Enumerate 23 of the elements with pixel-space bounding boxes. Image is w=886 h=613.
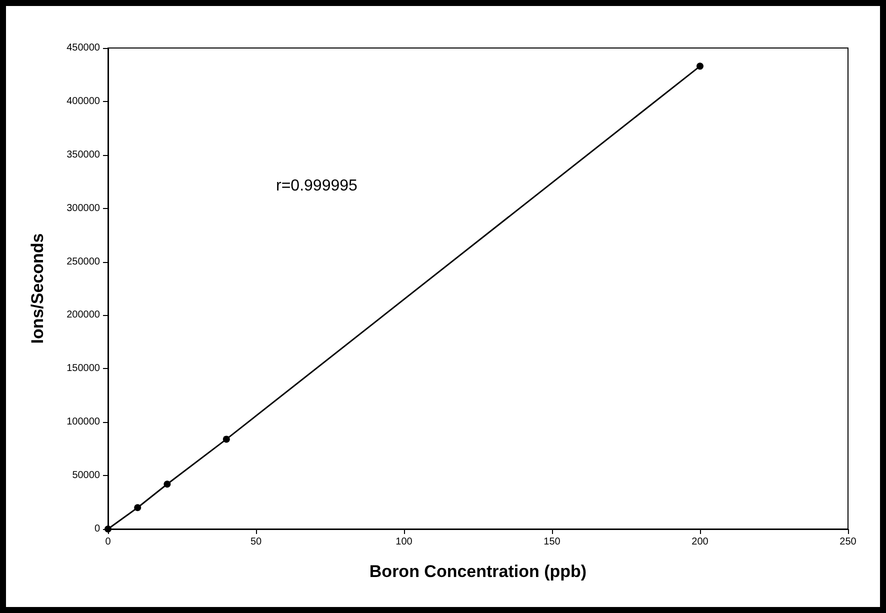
point [696, 62, 704, 70]
y-tick-label: 50000 [72, 470, 100, 482]
y-tick-label: 300000 [66, 202, 100, 214]
point [134, 504, 142, 512]
y-tick-label: 350000 [66, 149, 100, 160]
y-tick-label: 450000 [66, 42, 100, 54]
x-tick-label: 100 [396, 536, 413, 548]
x-tick-label: 200 [692, 536, 709, 548]
y-tick-label: 250000 [66, 256, 100, 268]
y-tick-label: 150000 [66, 363, 100, 374]
x-tick-label: 50 [250, 536, 262, 548]
y-tick-label: 100000 [66, 416, 100, 428]
x-tick-label: 150 [544, 536, 561, 548]
x-axis-title: Boron Concentration (ppb) [369, 562, 587, 581]
point [222, 436, 230, 443]
x-tick-label: 0 [105, 536, 112, 548]
y-tick-label: 200000 [66, 310, 100, 321]
y-tick-label: 0 [94, 524, 100, 534]
y-tick-label: 400000 [66, 96, 100, 107]
x-tick-label: 250 [840, 536, 857, 548]
y-axis-title: Ions/Seconds [28, 233, 47, 344]
point [164, 480, 171, 488]
annotation: r=0.999995 [276, 178, 358, 194]
